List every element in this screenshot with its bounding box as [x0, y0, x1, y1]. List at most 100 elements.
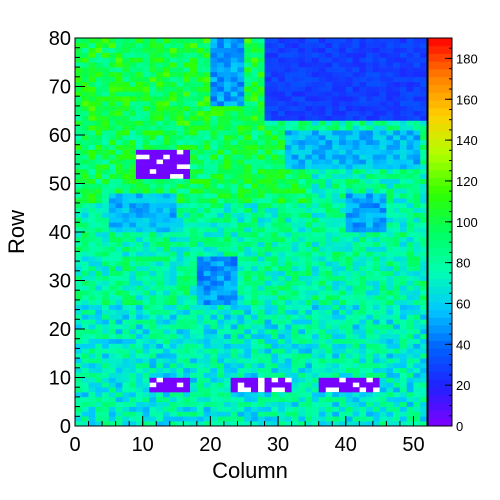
heatmap-cell [81, 358, 89, 364]
heatmap-cell [251, 295, 259, 301]
heatmap-cell [406, 251, 414, 257]
heatmap-cell [196, 387, 204, 393]
heatmap-cell [237, 333, 245, 339]
heatmap-cell [115, 314, 123, 320]
heatmap-cell [190, 246, 198, 252]
heatmap-cell [108, 130, 116, 136]
heatmap-cell [325, 91, 333, 97]
heatmap-cell [311, 115, 319, 121]
heatmap-cell [108, 309, 116, 315]
heatmap-cell [223, 232, 231, 238]
heatmap-cell [399, 295, 407, 301]
color-scale-segment [428, 232, 452, 241]
heatmap-cell [406, 382, 414, 388]
heatmap-cell [88, 295, 96, 301]
heatmap-cell [345, 411, 353, 417]
heatmap-cell [420, 246, 428, 252]
heatmap-cell [75, 217, 83, 223]
heatmap-cell [352, 130, 360, 136]
heatmap-cell [298, 57, 306, 63]
heatmap-cell [372, 164, 380, 170]
heatmap-cell [203, 275, 211, 281]
heatmap-cell [399, 377, 407, 383]
heatmap-cell [122, 348, 130, 354]
heatmap-cell [372, 421, 380, 427]
y-tick-label: 30 [49, 271, 71, 293]
heatmap-cell [359, 304, 367, 310]
heatmap-cell [183, 130, 191, 136]
heatmap-cell [379, 202, 387, 209]
heatmap-cell [115, 406, 123, 412]
heatmap-cell [163, 183, 171, 189]
heatmap-cell [135, 246, 143, 252]
heatmap-cell [278, 105, 286, 112]
heatmap-cell [339, 76, 347, 82]
heatmap-cell [122, 91, 130, 97]
heatmap-cell [278, 299, 286, 306]
heatmap-cell [359, 91, 367, 97]
heatmap-cell [399, 202, 407, 209]
heatmap-cell [88, 372, 96, 378]
heatmap-cell [230, 333, 238, 339]
heatmap-cell [318, 333, 326, 339]
heatmap-cell [88, 343, 96, 349]
heatmap-cell [217, 183, 225, 189]
heatmap-cell [115, 333, 123, 339]
heatmap-cell [176, 299, 184, 306]
heatmap-cell [163, 285, 171, 291]
heatmap-cell [75, 406, 83, 412]
heatmap-cell [163, 314, 171, 320]
heatmap-cell [339, 256, 347, 262]
heatmap-cell [278, 188, 286, 194]
heatmap-cell [298, 207, 306, 213]
heatmap-cell [271, 198, 279, 204]
heatmap-cell [122, 110, 130, 116]
heatmap-cell [325, 329, 333, 335]
heatmap-cell [244, 270, 252, 276]
heatmap-cell [332, 57, 340, 63]
heatmap-cell [196, 217, 204, 223]
heatmap-cell [115, 125, 123, 131]
heatmap-cell [203, 401, 211, 407]
heatmap-cell [190, 362, 198, 369]
heatmap-cell [366, 396, 374, 403]
heatmap-cell [210, 304, 218, 310]
heatmap-cell [95, 382, 103, 388]
heatmap-cell [156, 333, 164, 339]
heatmap-cell [413, 149, 421, 155]
heatmap-cell [379, 149, 387, 155]
heatmap-cell [284, 304, 292, 310]
heatmap-cell [305, 256, 313, 262]
heatmap-cell [386, 367, 394, 373]
heatmap-cell [169, 47, 177, 53]
heatmap-cell [257, 130, 265, 136]
heatmap-cell [372, 81, 380, 87]
heatmap-cell [230, 139, 238, 145]
heatmap-cell [393, 236, 401, 242]
heatmap-cell [142, 396, 150, 403]
heatmap-cell [203, 421, 211, 427]
heatmap-cell [163, 265, 171, 272]
heatmap-cell [257, 207, 265, 213]
heatmap-cell [318, 193, 326, 199]
heatmap-cell [196, 401, 204, 407]
heatmap-cell [413, 251, 421, 257]
heatmap-cell [359, 290, 367, 296]
heatmap-cell [203, 367, 211, 373]
heatmap-cell [190, 377, 198, 383]
heatmap-cell [251, 135, 259, 141]
heatmap-cell [399, 236, 407, 242]
heatmap-cell [284, 91, 292, 97]
heatmap-cell [190, 81, 198, 87]
heatmap-cell [251, 71, 259, 78]
heatmap-cell [352, 47, 360, 53]
heatmap-cell [183, 212, 191, 218]
heatmap-cell [352, 367, 360, 373]
heatmap-cell [156, 164, 164, 170]
heatmap-cell [359, 212, 367, 218]
heatmap-cell [88, 377, 96, 383]
heatmap-cell [251, 212, 259, 218]
heatmap-cell [237, 367, 245, 373]
heatmap-cell [190, 193, 198, 199]
heatmap-cell [271, 421, 279, 427]
